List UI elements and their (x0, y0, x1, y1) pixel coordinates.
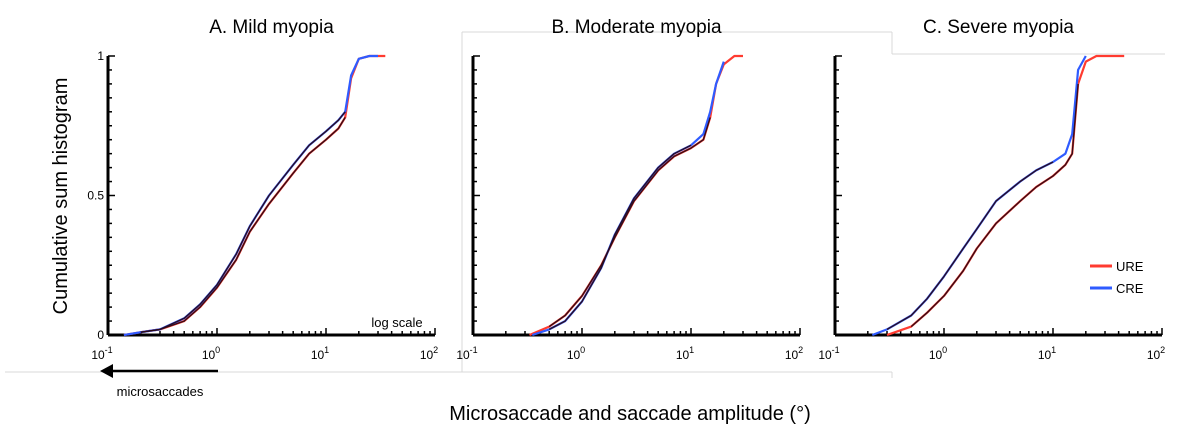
series-line-cre (871, 55, 1087, 337)
legend: URE CRE (1090, 259, 1144, 296)
series-line-ure (123, 54, 386, 337)
panel-1: A. Mild myopia 0 0.5 1 10-1 100 101 102 (87, 17, 438, 362)
y-tick-label: 0.5 (87, 189, 104, 203)
series-overlay-cre (886, 161, 1054, 331)
x-tick-label: 100 (567, 345, 585, 362)
x-tick-label: 101 (676, 345, 694, 362)
series-overlay-ure (140, 117, 346, 333)
panel-title: B. Moderate myopia (551, 17, 721, 38)
log-scale-note: log scale (371, 315, 422, 330)
panel-2: B. Moderate myopia 10-1 100 101 102 (456, 17, 803, 362)
x-axis-label: Microsaccade and saccade amplitude (°) (449, 403, 811, 425)
x-tick-label: 10-1 (91, 345, 112, 362)
panel-3: C. Severe myopia 10-1 100 101 102 (818, 17, 1165, 362)
x-tick-label: 102 (1147, 345, 1165, 362)
x-tick-label: 101 (1038, 345, 1056, 362)
series-line-ure (886, 54, 1125, 337)
series-overlay-ure (910, 83, 1079, 328)
legend-label-ure: URE (1116, 259, 1144, 274)
x-tick-label: 101 (311, 345, 329, 362)
legend-label-cre: CRE (1116, 281, 1144, 296)
panel-title: C. Severe myopia (923, 17, 1074, 38)
x-tick-label: 100 (929, 345, 947, 362)
series-overlay-cre (140, 111, 346, 333)
series-line-cre (123, 54, 378, 337)
x-tick-label: 10-1 (818, 345, 839, 362)
y-axis-label: Cumulative sum histogram (50, 78, 72, 315)
panel-title: A. Mild myopia (209, 17, 334, 38)
microsaccades-arrowhead (100, 364, 113, 378)
y-tick-label: 0 (97, 328, 104, 342)
x-tick-label: 102 (420, 345, 438, 362)
series-overlay-ure (548, 117, 711, 328)
y-tick-label: 1 (97, 49, 104, 63)
series-line-cre (531, 61, 725, 337)
series-overlay-cre (548, 144, 692, 331)
x-tick-label: 102 (785, 345, 803, 362)
x-tick-label: 100 (202, 345, 220, 362)
microsaccades-label: microsaccades (117, 384, 204, 399)
x-tick-label: 10-1 (456, 345, 477, 362)
